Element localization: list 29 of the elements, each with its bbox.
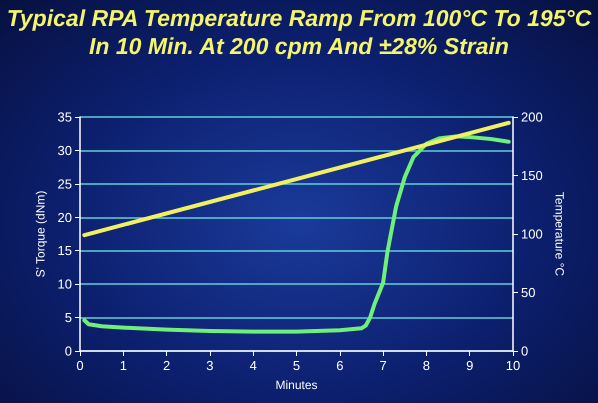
y-axis-title: S' Torque (dNm) xyxy=(34,190,48,278)
y-tick-label: 35 xyxy=(58,110,72,124)
x-tick-label: 10 xyxy=(506,358,520,373)
x-axis-title: Minutes xyxy=(275,378,318,392)
y-tick-label: 30 xyxy=(58,142,72,158)
x-tick-label: 5 xyxy=(292,358,300,373)
x-tick-label: 9 xyxy=(466,358,474,373)
x-tick-label: 2 xyxy=(162,358,170,373)
y2-tick-label: 200 xyxy=(521,110,543,124)
x-tick-label: 4 xyxy=(250,358,257,373)
y-tick-label: 15 xyxy=(58,243,72,258)
y2-tick-label: 100 xyxy=(521,226,543,242)
x-tick-label: 3 xyxy=(206,358,214,373)
y-tick-label: 10 xyxy=(58,276,72,292)
x-tick-label: 0 xyxy=(76,358,84,373)
x-tick-label: 1 xyxy=(120,358,127,373)
x-tick-label: 7 xyxy=(379,358,387,373)
y2-axis-title: Temperature °C xyxy=(552,192,567,276)
chart-title: Typical RPA Temperature Ramp From 100°C To 195°C In 10 Min. At 200 cpm And ±28% Strain xyxy=(6,4,592,60)
y-tick-label: 20 xyxy=(58,210,72,225)
y-tick-label: 25 xyxy=(58,176,72,192)
y-tick-label: 0 xyxy=(64,344,72,358)
x-tick-label: 6 xyxy=(336,358,344,373)
y2-tick-label: 150 xyxy=(521,168,543,183)
y2-tick-label: 50 xyxy=(521,285,536,300)
x-tick-label: 8 xyxy=(422,358,430,373)
line-series xyxy=(82,134,511,334)
y-tick-label: 5 xyxy=(64,310,72,326)
y2-tick-label: 0 xyxy=(521,344,528,358)
